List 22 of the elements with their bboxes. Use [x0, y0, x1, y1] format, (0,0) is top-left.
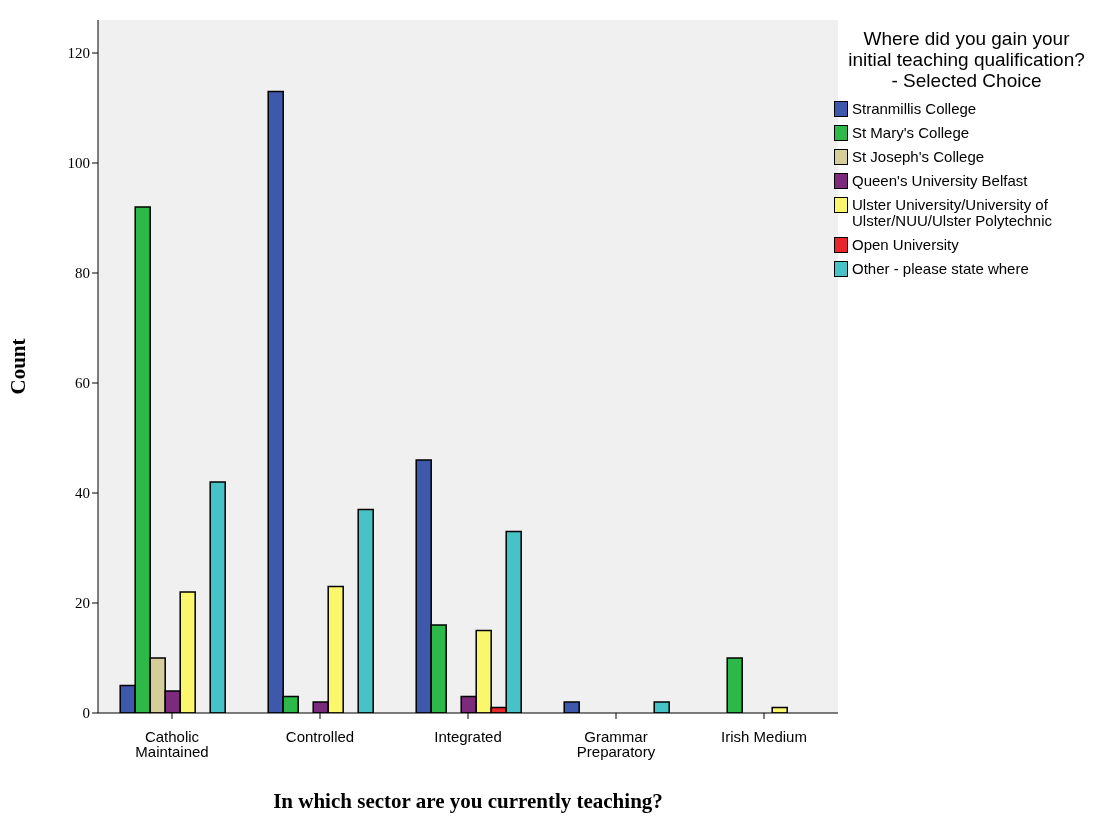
- x-tick-label: Catholic Maintained: [135, 727, 209, 760]
- legend-label: Queen's University Belfast: [852, 172, 1028, 189]
- x-tick-label: Grammar Preparatory: [576, 727, 656, 760]
- y-axis-title: Count: [6, 338, 31, 395]
- y-tick-label: 20: [75, 595, 90, 612]
- legend-label: Other - please state where: [852, 260, 1029, 277]
- y-tick-label: 0: [82, 705, 90, 722]
- x-tick-label: Integrated: [434, 727, 502, 745]
- y-tick-label: 40: [75, 485, 90, 502]
- x-tick-label: Controlled: [285, 727, 355, 745]
- legend-label: Ulster University/University of Ulster/NUU/Ulster Polytechnic: [852, 196, 1054, 229]
- legend-label: St Joseph's College: [852, 148, 985, 165]
- y-tick-label: 60: [75, 375, 90, 392]
- legend-label: Stranmillis College: [852, 100, 977, 117]
- legend-title: Where did you gain your initial teaching qualification? - Selected Choice: [847, 28, 1086, 91]
- y-tick-label: 80: [75, 265, 90, 282]
- x-axis-title: In which sector are you currently teaching?: [273, 789, 663, 813]
- legend-label: St Mary's College: [852, 124, 970, 141]
- y-tick-label: 120: [67, 45, 90, 62]
- legend-label: Open University: [852, 236, 959, 253]
- y-tick-label: 100: [67, 155, 90, 172]
- x-tick-label: Irish Medium: [721, 727, 807, 745]
